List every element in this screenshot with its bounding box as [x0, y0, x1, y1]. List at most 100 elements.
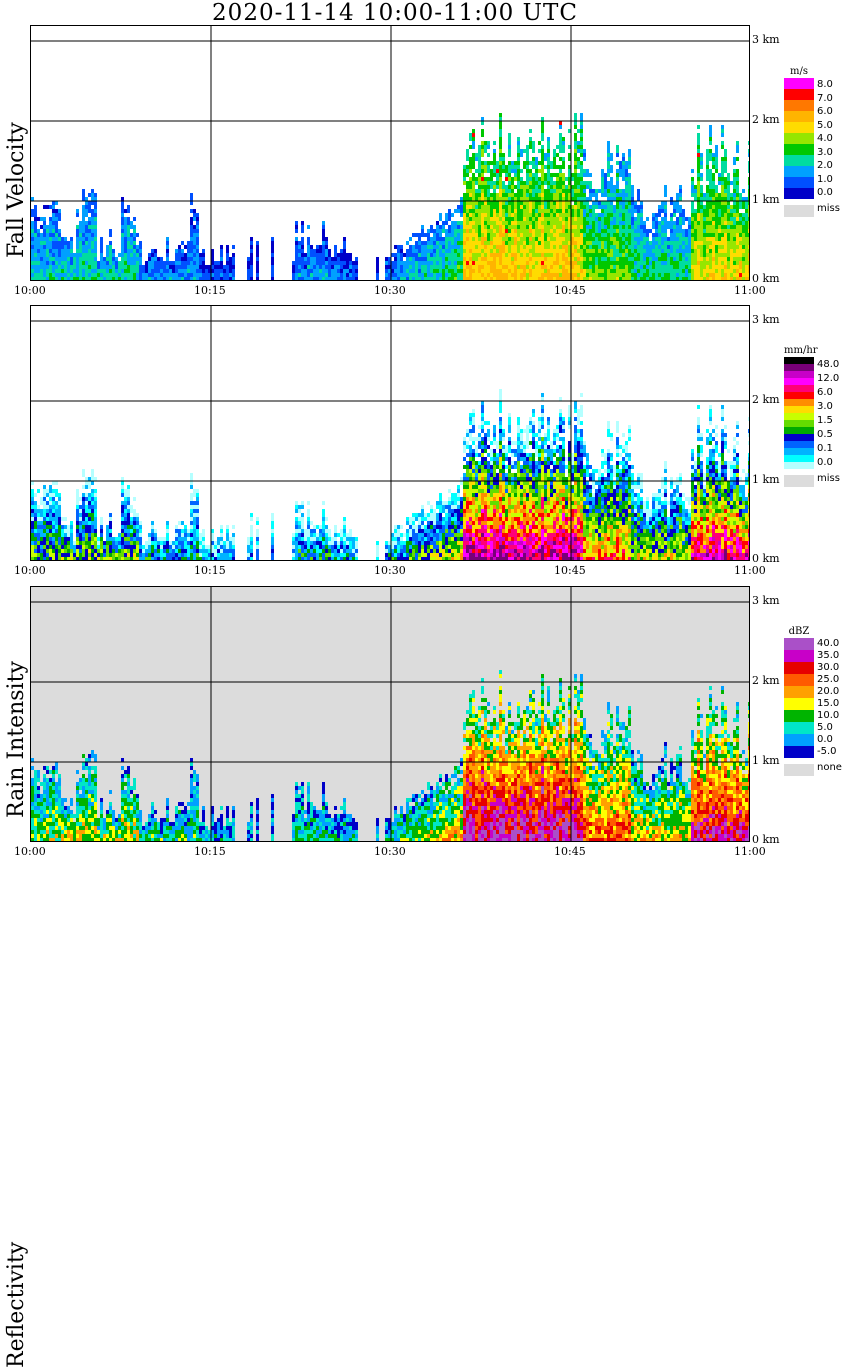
heatmap-cell	[340, 273, 343, 277]
heatmap-cell	[595, 277, 598, 281]
heatmap-cell	[175, 549, 178, 553]
heatmap-cell	[559, 165, 562, 169]
heatmap-cell	[298, 541, 301, 545]
heatmap-cell	[493, 193, 496, 197]
heatmap-cell	[136, 525, 139, 529]
heatmap-cell	[727, 261, 730, 265]
heatmap-cell	[601, 173, 604, 177]
heatmap-cell	[247, 261, 250, 265]
heatmap-cell	[223, 277, 226, 281]
heatmap-cell	[538, 241, 541, 245]
heatmap-cell	[94, 529, 97, 533]
heatmap-cell	[631, 205, 634, 209]
heatmap-cell	[304, 537, 307, 541]
heatmap-cell	[529, 233, 532, 237]
heatmap-cell	[442, 253, 445, 257]
heatmap-cell	[43, 509, 46, 513]
heatmap-cell	[502, 253, 505, 257]
heatmap-cell	[739, 221, 742, 225]
heatmap-cell	[538, 265, 541, 269]
heatmap-cell	[622, 193, 625, 197]
heatmap-cell	[307, 509, 310, 513]
heatmap-cell	[163, 269, 166, 273]
heatmap-cell	[586, 217, 589, 221]
heatmap-cell	[523, 273, 526, 277]
heatmap-cell	[487, 197, 490, 201]
heatmap-cell	[514, 273, 517, 277]
heatmap-cell	[418, 265, 421, 269]
heatmap-cell	[628, 237, 631, 241]
heatmap-cell	[85, 549, 88, 553]
heatmap-cell	[496, 185, 499, 189]
heatmap-cell	[679, 273, 682, 277]
heatmap-cell	[730, 225, 733, 229]
heatmap-cell	[637, 189, 640, 193]
heatmap-cell	[697, 241, 700, 245]
heatmap-cell	[709, 277, 712, 281]
heatmap-cell	[535, 213, 538, 217]
heatmap-cell	[682, 277, 685, 281]
heatmap-cell	[517, 173, 520, 177]
heatmap-cell	[325, 257, 328, 261]
heatmap-cell	[76, 513, 79, 517]
heatmap-cell	[550, 249, 553, 253]
heatmap-cell	[529, 261, 532, 265]
heatmap-cell	[196, 257, 199, 261]
heatmap-cell	[535, 221, 538, 225]
heatmap-cell	[604, 201, 607, 205]
heatmap-cell	[202, 261, 205, 265]
heatmap-cell	[694, 197, 697, 201]
heatmap-cell	[625, 269, 628, 273]
heatmap-cell	[109, 521, 112, 525]
heatmap-cell	[517, 229, 520, 233]
heatmap-cell	[436, 221, 439, 225]
heatmap-cell	[328, 253, 331, 257]
heatmap-cell	[313, 257, 316, 261]
heatmap-cell	[76, 261, 79, 265]
heatmap-cell	[166, 537, 169, 541]
heatmap-cell	[505, 233, 508, 237]
heatmap-cell	[295, 245, 298, 249]
heatmap-cell	[139, 253, 142, 257]
heatmap-cell	[730, 197, 733, 201]
heatmap-cell	[121, 265, 124, 269]
heatmap-cell	[562, 273, 565, 277]
heatmap-cell	[202, 253, 205, 257]
heatmap-cell	[415, 277, 418, 281]
heatmap-cell	[418, 277, 421, 281]
heatmap-cell	[196, 489, 199, 493]
heatmap-cell	[724, 157, 727, 161]
heatmap-cell	[577, 237, 580, 241]
heatmap-cell	[481, 141, 484, 145]
heatmap-cell	[121, 197, 124, 201]
heatmap-cell	[220, 277, 223, 281]
heatmap-cell	[139, 557, 142, 561]
heatmap-cell	[31, 245, 34, 249]
heatmap-cell	[256, 557, 259, 561]
heatmap-cell	[622, 217, 625, 221]
heatmap-cell	[556, 185, 559, 189]
heatmap-cell	[511, 205, 514, 209]
heatmap-cell	[493, 149, 496, 153]
heatmap-cell	[697, 237, 700, 241]
heatmap-cell	[454, 245, 457, 249]
heatmap-cell	[511, 245, 514, 249]
heatmap-cell	[190, 473, 193, 477]
heatmap-cell	[523, 165, 526, 169]
heatmap-cell	[214, 269, 217, 273]
heatmap-cell	[574, 241, 577, 245]
heatmap-cell	[136, 257, 139, 261]
heatmap-cell	[532, 225, 535, 229]
heatmap-cell	[409, 265, 412, 269]
heatmap-cell	[52, 277, 55, 281]
heatmap-cell	[466, 153, 469, 157]
heatmap-cell	[190, 529, 193, 533]
heatmap-cell	[58, 241, 61, 245]
heatmap-cell	[46, 245, 49, 249]
heatmap-cell	[136, 553, 139, 557]
heatmap-cell	[127, 269, 130, 273]
heatmap-cell	[643, 229, 646, 233]
heatmap-cell	[319, 545, 322, 549]
heatmap-cell	[733, 257, 736, 261]
heatmap-cell	[532, 189, 535, 193]
